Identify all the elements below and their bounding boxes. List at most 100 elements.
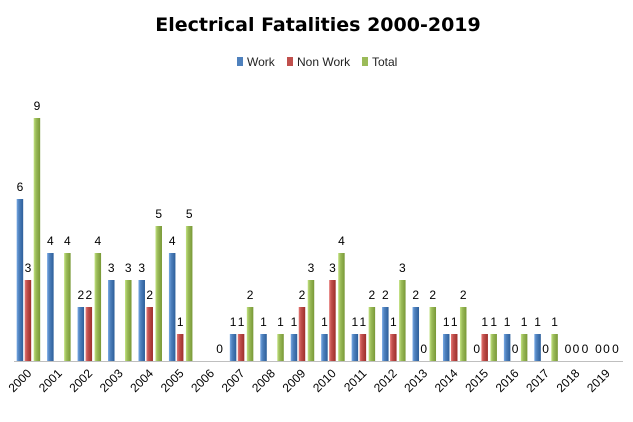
data-label-non-work-2019: 0: [603, 342, 610, 356]
x-tick-label-2000: 2000: [6, 366, 35, 395]
x-tick-label-2006: 2006: [188, 366, 217, 395]
data-label-non-work-2009: 2: [299, 288, 306, 302]
bar-work-2014: [442, 334, 450, 361]
data-label-non-work-2013: 0: [420, 342, 427, 356]
legend: Work Non Work Total: [237, 55, 397, 69]
data-label-non-work-2017: 0: [542, 342, 549, 356]
data-label-work-2018: 0: [565, 342, 572, 356]
bar-non-work-2014: [450, 334, 458, 361]
data-label-total-2016: 1: [521, 315, 528, 329]
data-label-work-2004: 3: [138, 261, 145, 275]
bars-group: [16, 118, 558, 361]
data-label-work-2008: 1: [260, 315, 267, 329]
data-label-work-2001: 4: [47, 234, 54, 248]
data-label-total-2019: 0: [612, 342, 619, 356]
bar-work-2005: [168, 253, 176, 361]
bar-total-2008: [277, 334, 284, 361]
data-label-total-2009: 3: [308, 261, 315, 275]
data-label-total-2000: 9: [34, 99, 41, 113]
data-label-non-work-2014: 1: [451, 315, 458, 329]
data-label-work-2016: 1: [504, 315, 511, 329]
bar-total-2002: [94, 253, 102, 361]
x-tick-label-2003: 2003: [97, 366, 126, 395]
data-label-total-2008: 1: [277, 315, 284, 329]
data-label-work-2011: 1: [352, 315, 359, 329]
data-label-work-2014: 1: [443, 315, 450, 329]
data-label-work-2013: 2: [412, 288, 419, 302]
data-label-non-work-2007: 1: [238, 315, 245, 329]
data-label-non-work-2016: 0: [512, 342, 519, 356]
legend-label-non-work: Non Work: [297, 55, 351, 69]
bar-work-2017: [534, 334, 541, 361]
bar-work-2001: [47, 253, 54, 361]
bar-total-2014: [459, 307, 467, 361]
data-label-total-2014: 2: [460, 288, 467, 302]
x-tick-label-2001: 2001: [36, 366, 65, 395]
bar-non-work-2005: [176, 334, 184, 361]
data-label-work-2015: 0: [473, 342, 480, 356]
data-label-total-2001: 4: [64, 234, 71, 248]
data-label-work-2017: 1: [534, 315, 541, 329]
x-tick-label-2016: 2016: [493, 366, 522, 395]
data-label-total-2003: 3: [125, 261, 132, 275]
x-tick-label-2015: 2015: [462, 366, 491, 395]
bar-total-2010: [338, 253, 345, 361]
legend-swatch-non-work: [287, 57, 293, 66]
data-label-total-2013: 2: [429, 288, 436, 302]
x-tick-label-2004: 2004: [127, 366, 156, 395]
bar-total-2003: [125, 280, 132, 361]
data-label-work-2002: 2: [77, 288, 84, 302]
data-label-work-2000: 6: [17, 180, 24, 194]
x-tick-label-2005: 2005: [158, 366, 187, 395]
x-tick-label-2017: 2017: [523, 366, 552, 395]
bar-total-2017: [551, 334, 558, 361]
bar-work-2004: [138, 280, 145, 361]
bar-non-work-2002: [85, 307, 93, 361]
bar-total-2013: [429, 307, 437, 361]
legend-swatch-work: [237, 57, 243, 66]
bar-total-2015: [490, 334, 497, 361]
data-label-work-2005: 4: [169, 234, 176, 248]
x-axis: 2000 2001 2002 2003 2004 2005 2006 2007 2008 2009…: [6, 361, 623, 395]
legend-swatch-total: [362, 57, 368, 66]
bar-total-2011: [368, 307, 376, 361]
data-label-non-work-2004: 2: [146, 288, 153, 302]
bar-work-2013: [412, 307, 420, 361]
x-tick-label-2011: 2011: [341, 366, 369, 394]
data-label-work-2009: 1: [291, 315, 298, 329]
x-tick-label-2007: 2007: [219, 366, 248, 395]
bar-work-2007: [229, 334, 237, 361]
data-label-total-2010: 4: [338, 234, 345, 248]
bar-work-2009: [290, 334, 298, 361]
data-label-non-work-2011: 1: [360, 315, 367, 329]
x-tick-label-2018: 2018: [554, 366, 583, 395]
bar-non-work-2000: [24, 280, 32, 361]
bar-work-2002: [77, 307, 85, 361]
x-tick-label-2019: 2019: [584, 366, 613, 395]
bar-work-2012: [382, 307, 389, 361]
bar-total-2000: [33, 118, 41, 361]
data-label-total-2017: 1: [551, 315, 558, 329]
legend-label-work: Work: [247, 55, 276, 69]
bar-work-2000: [16, 199, 24, 361]
data-label-total-2002: 4: [94, 234, 101, 248]
bar-non-work-2015: [481, 334, 488, 361]
bar-non-work-2007: [237, 334, 245, 361]
data-label-non-work-2015: 1: [481, 315, 488, 329]
bar-non-work-2011: [359, 334, 367, 361]
x-tick-label-2009: 2009: [280, 366, 309, 395]
bar-non-work-2012: [390, 334, 397, 361]
data-label-total-2007: 2: [247, 288, 254, 302]
data-label-non-work-2000: 3: [25, 261, 32, 275]
bar-work-2011: [351, 334, 359, 361]
data-label-total-2004: 5: [155, 207, 162, 221]
chart-title: Electrical Fatalities 2000-2019: [155, 14, 481, 36]
data-label-total-2005: 5: [186, 207, 193, 221]
bar-total-2007: [246, 307, 254, 361]
x-tick-label-2013: 2013: [401, 366, 430, 395]
x-tick-label-2002: 2002: [66, 366, 95, 395]
bar-total-2001: [64, 253, 71, 361]
bar-total-2004: [155, 226, 162, 361]
